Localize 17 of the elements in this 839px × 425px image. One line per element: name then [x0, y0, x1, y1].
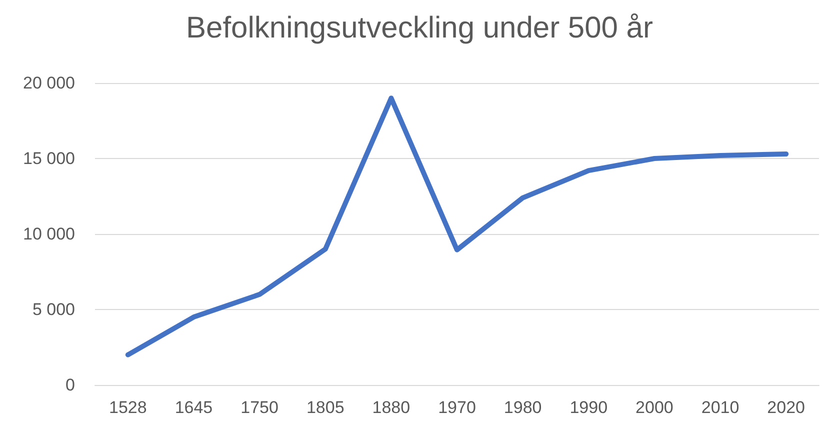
y-tick-label: 10 000	[23, 224, 75, 244]
x-tick-label: 1750	[240, 398, 278, 417]
x-tick-label: 1645	[174, 398, 213, 417]
x-tick-label: 2020	[767, 398, 806, 417]
y-tick-label: 20 000	[23, 74, 75, 92]
y-tick-label: 0	[66, 376, 75, 394]
x-tick-label: 1970	[438, 398, 476, 417]
x-tick-label: 1990	[570, 398, 608, 417]
x-tick-label: 1880	[372, 398, 410, 417]
x-tick-label: 1980	[504, 398, 542, 417]
x-tick-label: 2000	[636, 398, 674, 417]
y-tick-label: 5 000	[32, 300, 75, 319]
chart-title: Befolkningsutveckling under 500 år	[186, 12, 653, 44]
x-tick-label: 1805	[306, 398, 344, 417]
x-tick-label: 2010	[701, 398, 740, 417]
x-tick-label: 1528	[108, 398, 147, 417]
y-tick-label: 15 000	[23, 149, 75, 168]
